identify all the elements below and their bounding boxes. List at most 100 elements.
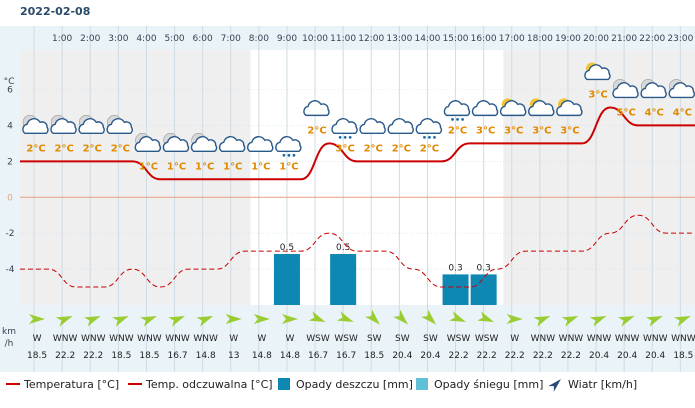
wind-speed: 20.4 <box>420 351 440 361</box>
partly-cloudy-icon <box>556 98 583 117</box>
y-tick-label: 0 <box>7 193 13 203</box>
wind-arrow-icon <box>477 311 495 322</box>
wind-direction: WNW <box>559 334 584 344</box>
wind-arrow-icon <box>140 316 157 327</box>
wind-arrow-icon <box>29 314 46 324</box>
rain-drop <box>343 135 347 139</box>
wind-direction: WNW <box>531 334 556 344</box>
hour-label: 12:00 <box>358 34 384 44</box>
legend-label: Temp. odczuwalna [°C] <box>145 378 273 391</box>
wind-band <box>20 305 695 372</box>
cloud-icon <box>387 118 414 135</box>
temp-label: 1°C <box>279 161 298 172</box>
rain-drop <box>451 117 454 121</box>
cloud-shape <box>499 100 527 117</box>
precip-bar <box>273 254 300 305</box>
legend-label: Opady deszczu [mm] <box>296 378 413 391</box>
y-tick-label: 4 <box>7 121 13 131</box>
rain-cloud-icon <box>443 100 471 121</box>
cloud-shape <box>359 118 386 135</box>
left-axis-panel <box>0 26 20 372</box>
wind-direction: W <box>257 334 266 344</box>
wind-speed: 22.2 <box>55 351 75 361</box>
wind-direction: WNW <box>109 334 134 344</box>
wind-direction: W <box>285 334 294 344</box>
cloud-shape <box>640 82 667 99</box>
temp-label: 1°C <box>139 161 158 172</box>
hour-label: 13:00 <box>386 34 412 44</box>
partly-cloudy-night-icon <box>162 132 190 152</box>
cloud-shape <box>134 136 162 152</box>
temp-label: 3°C <box>504 125 523 136</box>
cloud-shape <box>668 82 695 99</box>
wind-speed: 22.2 <box>449 351 469 361</box>
temp-label: 3°C <box>532 125 551 136</box>
cloud-icon <box>359 118 386 135</box>
hour-label: 22:00 <box>639 34 665 44</box>
cloud-icon <box>218 136 246 152</box>
cloud-shape <box>247 136 274 152</box>
cloud-shape <box>471 100 499 117</box>
partly-cloudy-icon <box>499 98 527 117</box>
cloud-shape <box>528 100 555 117</box>
wind-arrow-icon <box>645 316 663 327</box>
wind-direction: WNW <box>643 334 668 344</box>
hour-label: 9:00 <box>277 34 297 44</box>
wind-arrow-icon <box>168 316 185 327</box>
temp-label: 2°C <box>448 125 467 136</box>
wind-unit-bottom: /h <box>5 339 14 349</box>
wind-direction: WNW <box>587 334 612 344</box>
y-tick-label: 2 <box>7 157 13 167</box>
wind-arrow-icon <box>253 314 270 324</box>
wind-speed: 14.8 <box>280 351 300 361</box>
wind-speed: 16.7 <box>168 351 188 361</box>
feels-like-line <box>20 214 695 288</box>
wind-speed: 18.5 <box>139 351 159 361</box>
hour-label: 23:00 <box>667 34 693 44</box>
partly-cloudy-night-icon <box>134 132 162 152</box>
cloud-shape <box>415 118 443 135</box>
wind-speed: 22.2 <box>477 351 497 361</box>
temp-label: 3°C <box>588 89 607 100</box>
cloud-shape <box>443 100 471 117</box>
wind-arrow-icon <box>589 316 607 327</box>
temp-label: 2°C <box>392 143 411 154</box>
rain-drop <box>348 135 352 139</box>
wind-arrow-icon <box>225 314 242 324</box>
precip-label: 0.3 <box>448 263 462 273</box>
precip-label: 0.3 <box>476 263 490 273</box>
cloud-shape <box>190 136 218 152</box>
precip-bar <box>330 254 357 305</box>
hour-label: 15:00 <box>443 34 469 44</box>
rain-drop <box>338 135 342 139</box>
legend-swatch-box <box>278 378 290 390</box>
wind-arrow-icon <box>55 316 73 327</box>
cloud-icon <box>247 136 274 152</box>
wind-direction: WNW <box>193 334 218 344</box>
wind-speed: 18.5 <box>673 351 693 361</box>
hour-label: 11:00 <box>330 34 356 44</box>
cloud-shape <box>556 100 583 117</box>
wind-direction: W <box>510 334 519 344</box>
temp-label: 3°C <box>560 125 579 136</box>
wind-speed: 13 <box>228 351 239 361</box>
wind-speed: 18.5 <box>364 351 384 361</box>
y-tick-label: 6 <box>7 86 13 96</box>
wind-direction: WSW <box>475 334 499 344</box>
wind-speed: 16.7 <box>308 351 328 361</box>
hour-label: 10:00 <box>302 34 328 44</box>
weather-icons: 2°C 2°C 2°C 2°C 1°C 1°C 1°C 1°C 1°C 1°C 2°C 3°C 2°C 2… <box>22 62 695 172</box>
wind-arrow-icon <box>561 316 579 327</box>
cloud-icon <box>471 100 499 117</box>
temp-label: 1°C <box>223 161 242 172</box>
grid-lines <box>20 26 695 372</box>
wind-direction: WNW <box>615 334 640 344</box>
wind-unit-top: km <box>2 327 16 337</box>
cloud-shape <box>78 118 105 135</box>
y-tick-label: -4 <box>6 265 15 275</box>
wind-arrow-icon <box>281 314 298 324</box>
wind-arrow-icon <box>112 316 129 327</box>
rain-drop <box>287 153 291 157</box>
partly-cloudy-night-icon <box>668 79 695 99</box>
wind-direction: WNW <box>53 334 78 344</box>
